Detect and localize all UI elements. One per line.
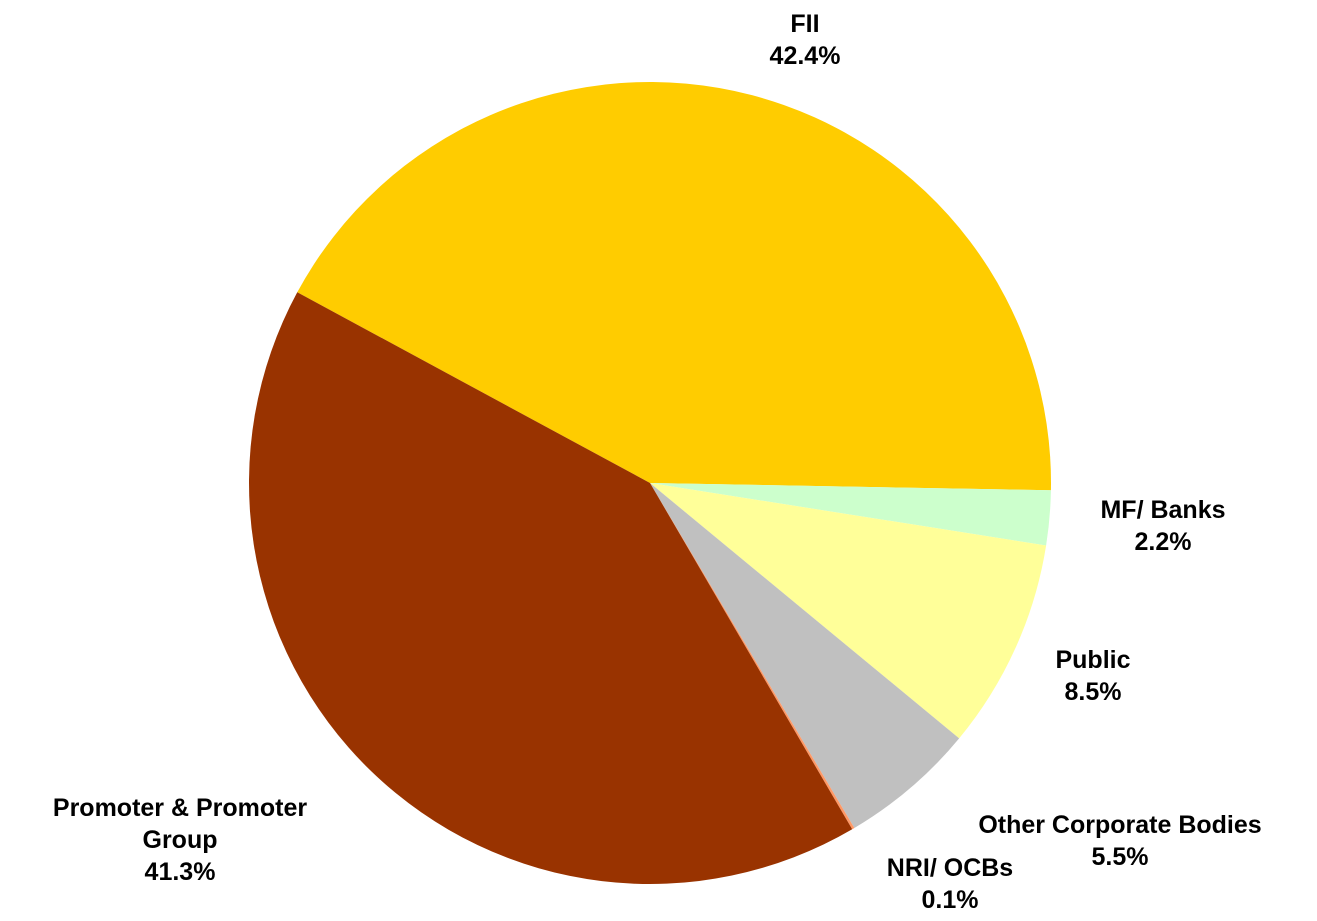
slice-name: MF/ Banks	[1100, 496, 1226, 524]
pie-slice	[249, 292, 853, 885]
slice-value: 8.5%	[1064, 678, 1122, 706]
slice-name: Public	[1055, 646, 1131, 674]
slice-name: Promoter & Promoter Group	[52, 794, 308, 854]
slice-label: Public 8.5%	[993, 644, 1193, 708]
slice-label: Other Corporate Bodies 5.5%	[920, 809, 1317, 873]
slice-label: FII 42.4%	[705, 8, 905, 72]
pie-slice	[650, 483, 1047, 739]
slice-value: 42.4%	[769, 42, 841, 70]
pie-slice	[650, 483, 1051, 546]
pie-slice	[650, 483, 960, 829]
slice-label: Promoter & Promoter Group 41.3%	[15, 792, 345, 888]
slice-value: 2.2%	[1134, 528, 1192, 556]
slice-name: NRI/ OCBs	[886, 854, 1014, 882]
slice-value: 0.1%	[921, 886, 979, 914]
slice-name: Other Corporate Bodies	[978, 811, 1262, 839]
slice-label: NRI/ OCBs 0.1%	[850, 852, 1050, 916]
slice-label: MF/ Banks 2.2%	[1053, 494, 1273, 558]
pie-slice	[297, 81, 1051, 491]
slice-name: FII	[790, 10, 820, 38]
pie-slice	[650, 483, 855, 830]
slice-value: 5.5%	[1091, 843, 1149, 871]
slice-value: 41.3%	[144, 858, 216, 886]
